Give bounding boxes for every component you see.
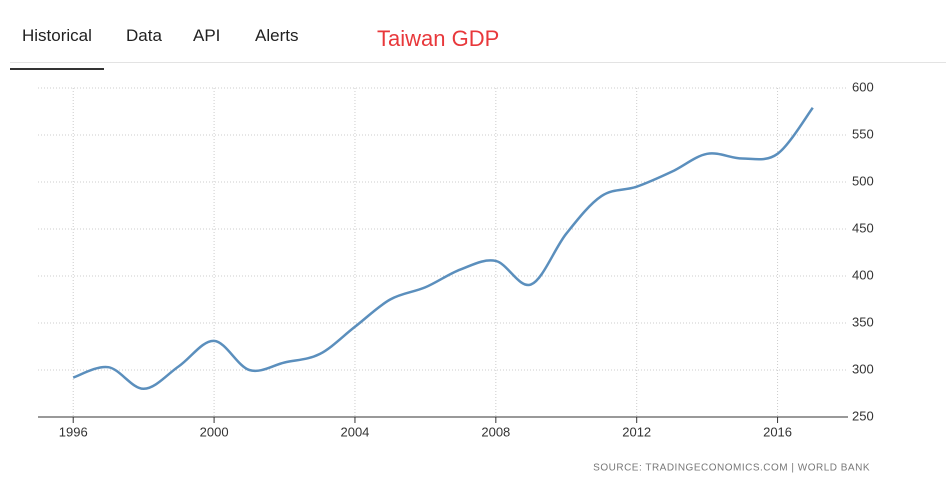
source: SOURCE: TRADINGECONOMICS.COM | WORLD BAN… — [593, 463, 870, 474]
x-tick-label: 1996 — [59, 424, 88, 439]
tab-bar: Historical Data API Alerts — [10, 0, 946, 70]
y-tick-label: 550 — [852, 126, 874, 141]
y-tick-label: 600 — [852, 79, 874, 94]
x-tick-label: 2016 — [763, 424, 792, 439]
line — [72, 106, 814, 391]
tab[interactable]: Alerts — [255, 26, 299, 45]
x-tick-label: 2000 — [200, 424, 229, 439]
tab[interactable]: Historical — [10, 26, 104, 70]
x-tick-label: 2004 — [340, 424, 369, 439]
tab[interactable]: Data — [126, 26, 162, 45]
tab[interactable]: API — [193, 26, 221, 45]
y-tick-label: 500 — [852, 173, 874, 188]
chart-title: Taiwan GDP — [377, 26, 500, 51]
y-tick-label: 350 — [852, 314, 874, 329]
x-tick-label: 2008 — [481, 424, 510, 439]
x-tick-label: 2012 — [622, 424, 651, 439]
y-tick-label: 250 — [852, 408, 874, 423]
y-tick-label: 300 — [852, 361, 874, 376]
y-tick-label: 400 — [852, 267, 874, 282]
y-tick-label: 450 — [852, 220, 874, 235]
